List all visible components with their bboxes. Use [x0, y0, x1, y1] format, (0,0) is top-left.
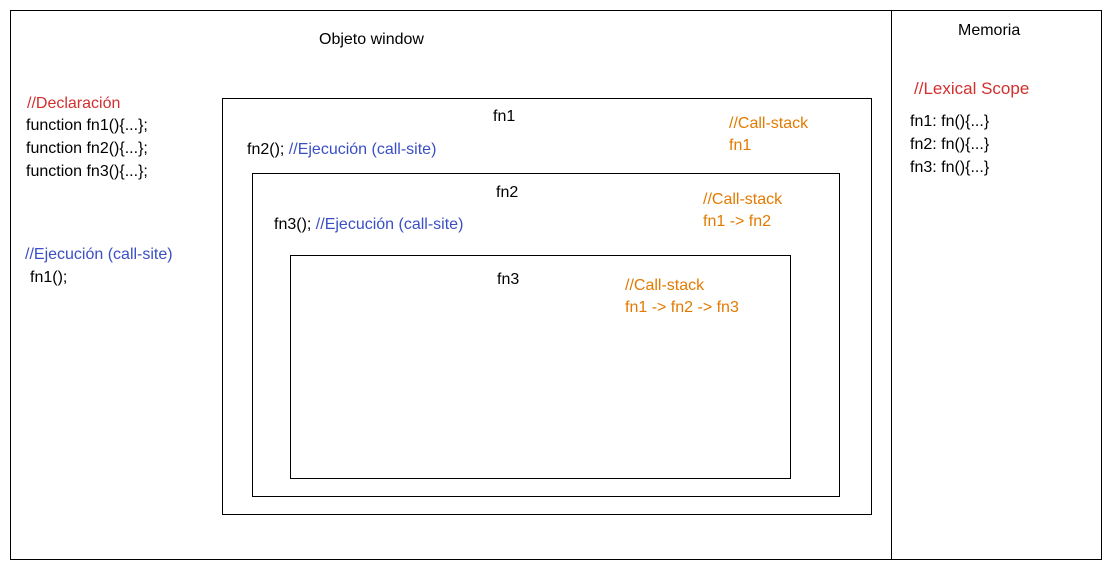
- fn1-stack: fn1: [729, 137, 752, 154]
- execution-comment: //Ejecución (call-site): [25, 246, 173, 263]
- fn2-stack: fn1 -> fn2: [703, 213, 772, 230]
- fn2-call-comment: //Ejecución (call-site): [315, 216, 464, 233]
- fn3-stack: fn1 -> fn2 -> fn3: [625, 299, 739, 316]
- memory-frame: [891, 10, 1102, 560]
- declaration-comment: //Declaración: [27, 95, 121, 112]
- fn1-stack-label: //Call-stack: [729, 115, 809, 132]
- fn3-box: [290, 255, 791, 479]
- fn2-call: fn3(); //Ejecución (call-site): [274, 213, 463, 237]
- fn1-call: fn2(); //Ejecución (call-site): [247, 138, 436, 162]
- memory-entry: fn3: fn(){...}: [910, 159, 990, 176]
- fn2-stack-label: //Call-stack: [703, 191, 783, 208]
- window-title: Objeto window: [319, 31, 424, 48]
- fn2-call-code: fn3();: [274, 216, 312, 233]
- declaration-line: function fn2(){...};: [26, 140, 148, 157]
- memory-entry: fn2: fn(){...}: [910, 136, 990, 153]
- fn1-call-code: fn2();: [247, 141, 285, 158]
- memory-title: Memoria: [958, 22, 1021, 39]
- fn3-title: fn3: [497, 271, 520, 288]
- declaration-line: function fn1(){...};: [26, 117, 148, 134]
- lexical-scope-label: //Lexical Scope: [914, 79, 1030, 98]
- fn2-box: [252, 173, 840, 497]
- fn1-box: [222, 98, 872, 515]
- fn2-title: fn2: [496, 184, 519, 201]
- declaration-line: function fn3(){...};: [26, 163, 148, 180]
- fn3-stack-label: //Call-stack: [625, 277, 705, 294]
- execution-code: fn1();: [30, 269, 68, 286]
- fn1-title: fn1: [493, 108, 516, 125]
- fn1-call-comment: //Ejecución (call-site): [288, 141, 437, 158]
- memory-entry: fn1: fn(){...}: [910, 113, 990, 130]
